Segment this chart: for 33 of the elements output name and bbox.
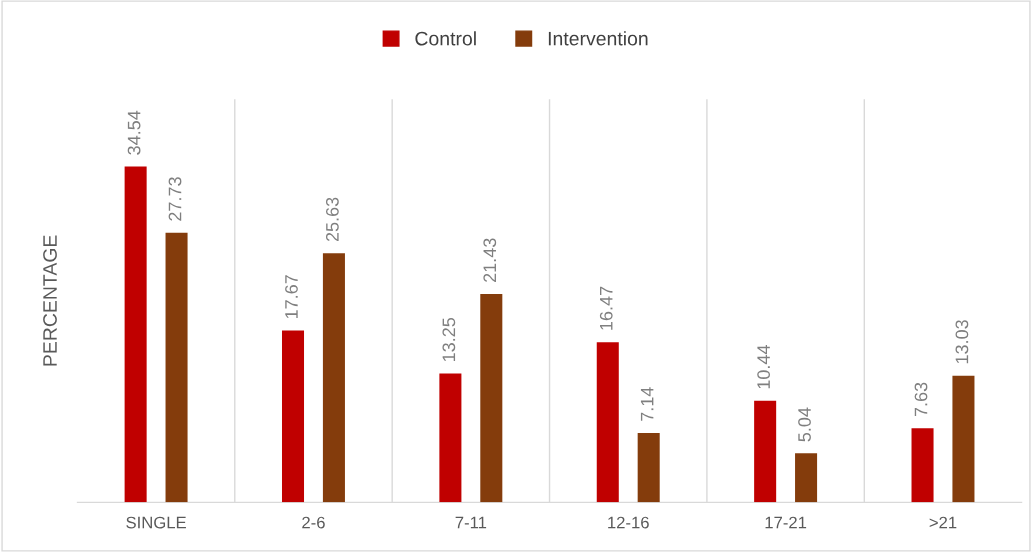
bar — [596, 342, 619, 503]
bar — [637, 432, 660, 503]
bar — [322, 253, 345, 503]
legend-label: Intervention — [548, 31, 648, 46]
data-label: 17.67 — [285, 275, 298, 319]
data-label: 5.04 — [798, 407, 811, 442]
bar — [165, 232, 188, 503]
bar — [754, 400, 777, 503]
x-tick-label: 12-16 — [608, 516, 649, 529]
data-label: 27.73 — [168, 177, 182, 221]
data-label: 16.47 — [599, 286, 613, 330]
data-label: 7.14 — [640, 387, 654, 421]
x-tick-label: 17-21 — [765, 516, 807, 529]
bar — [281, 330, 305, 503]
data-label: 34.54 — [127, 110, 141, 155]
data-label: 13.03 — [955, 320, 969, 364]
legend-label: Control — [415, 31, 476, 46]
bar — [124, 166, 147, 503]
bar — [952, 375, 975, 503]
data-label: 10.44 — [757, 345, 770, 389]
bar — [795, 453, 818, 503]
bar — [480, 293, 503, 503]
data-label: 25.63 — [325, 197, 339, 242]
x-tick-label: SINGLE — [126, 516, 186, 529]
bar — [911, 428, 934, 503]
x-tick-label: 7-11 — [455, 516, 487, 529]
data-label: 21.43 — [483, 238, 497, 282]
bar — [439, 373, 462, 503]
data-label: 13.25 — [442, 317, 456, 362]
data-label: 7.63 — [914, 382, 928, 417]
y-axis-title: PERCENTAGE — [43, 235, 57, 366]
x-tick-label: >21 — [929, 516, 957, 529]
x-tick-label: 2-6 — [302, 516, 325, 529]
